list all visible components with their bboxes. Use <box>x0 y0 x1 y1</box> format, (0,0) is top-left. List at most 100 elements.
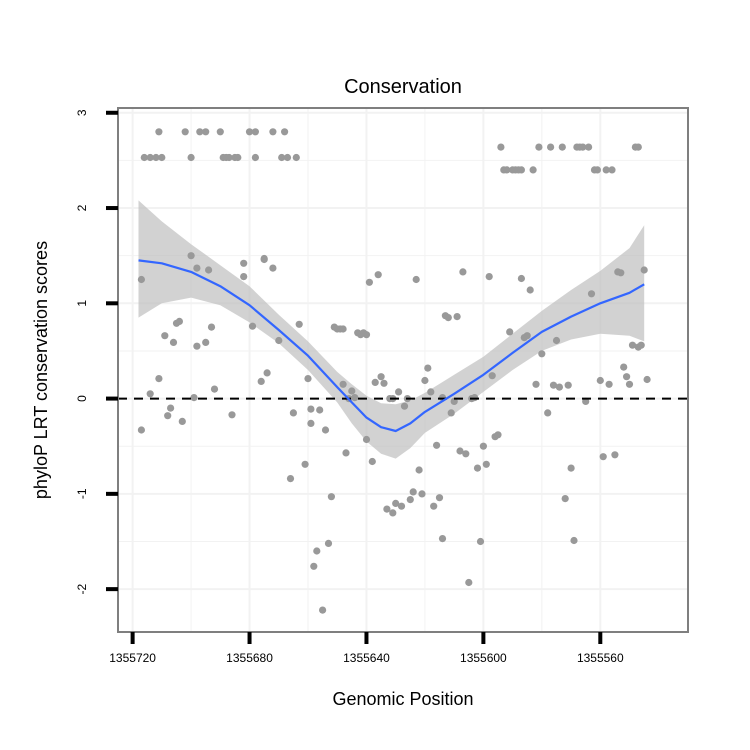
data-point <box>362 331 371 339</box>
data-point <box>240 273 248 281</box>
data-point <box>608 166 616 174</box>
data-point <box>623 373 631 381</box>
data-point <box>263 369 271 377</box>
data-point <box>459 268 467 276</box>
data-point <box>561 495 569 503</box>
y-tick-label: -1 <box>75 488 89 499</box>
data-point <box>637 341 645 349</box>
x-tick-label: 1355600 <box>460 651 507 665</box>
data-point <box>202 338 210 346</box>
data-point <box>155 128 163 136</box>
data-point <box>438 535 447 543</box>
data-point <box>535 143 543 151</box>
data-point <box>485 273 493 281</box>
data-point <box>605 380 613 388</box>
data-point <box>301 460 309 468</box>
data-point <box>447 409 455 417</box>
confidence-ribbon <box>138 200 645 459</box>
data-point <box>435 494 444 502</box>
data-point <box>175 317 183 325</box>
data-point <box>295 320 303 328</box>
data-point <box>351 394 359 402</box>
data-point <box>415 466 423 474</box>
data-point <box>395 388 403 396</box>
data-point <box>365 278 373 286</box>
data-point <box>158 153 166 162</box>
data-point <box>611 451 619 459</box>
data-point <box>617 269 625 277</box>
x-tick-label: 1355560 <box>577 651 624 665</box>
data-point <box>547 143 555 151</box>
smooth-line <box>138 259 645 433</box>
data-point <box>140 153 148 162</box>
data-point <box>400 402 409 410</box>
confidence-ribbon-layer <box>138 200 645 459</box>
data-point <box>327 493 335 501</box>
data-point <box>137 275 145 284</box>
data-point <box>564 381 572 389</box>
data-point <box>324 539 333 548</box>
data-point <box>283 153 292 162</box>
data-point <box>248 322 257 330</box>
data-point <box>602 166 610 174</box>
data-point <box>462 450 470 458</box>
data-point <box>339 325 347 333</box>
data-point <box>228 411 236 419</box>
data-point <box>304 375 312 383</box>
data-point <box>202 128 210 136</box>
y-tick-label: 2 <box>75 204 89 211</box>
data-point <box>348 387 356 395</box>
data-point <box>625 380 634 388</box>
data-point <box>456 447 464 455</box>
data-point <box>634 143 642 151</box>
data-point <box>152 153 160 162</box>
data-point <box>205 266 213 274</box>
data-point <box>579 143 587 151</box>
data-point <box>178 417 186 425</box>
data-point <box>380 379 388 387</box>
data-point <box>281 128 289 136</box>
data-point <box>628 341 637 349</box>
data-point <box>538 350 546 358</box>
data-point <box>517 274 526 283</box>
data-point <box>187 252 195 260</box>
data-point <box>506 328 514 336</box>
data-point <box>260 255 268 264</box>
data-point <box>418 490 426 498</box>
data-point <box>313 547 321 555</box>
x-tick-label: 1355720 <box>109 651 156 665</box>
data-point <box>482 460 490 468</box>
data-point <box>392 499 400 507</box>
data-point <box>585 143 593 151</box>
data-point <box>444 314 452 322</box>
data-point <box>517 166 526 174</box>
x-tick-label: 1355640 <box>343 651 390 665</box>
data-point <box>251 128 259 136</box>
data-point <box>289 409 297 417</box>
plot-panel <box>118 108 688 632</box>
data-point <box>488 372 496 380</box>
data-point <box>593 166 602 174</box>
data-point <box>421 376 429 385</box>
data-point <box>207 323 216 331</box>
data-point <box>137 426 145 434</box>
data-point <box>164 412 172 420</box>
data-points <box>137 128 651 614</box>
data-point <box>427 388 435 396</box>
data-point <box>433 441 441 449</box>
data-point <box>587 290 596 298</box>
data-point <box>181 128 189 136</box>
data-point <box>424 364 432 372</box>
data-point <box>406 496 414 504</box>
data-point <box>526 286 534 294</box>
data-point <box>555 383 564 391</box>
data-point <box>552 336 561 345</box>
data-point <box>640 266 648 274</box>
y-tick-label: 0 <box>75 395 89 402</box>
data-point <box>307 405 315 413</box>
data-point <box>465 578 473 587</box>
data-point <box>146 153 154 162</box>
data-point <box>292 153 300 162</box>
data-point <box>155 375 163 383</box>
data-point <box>269 128 277 136</box>
